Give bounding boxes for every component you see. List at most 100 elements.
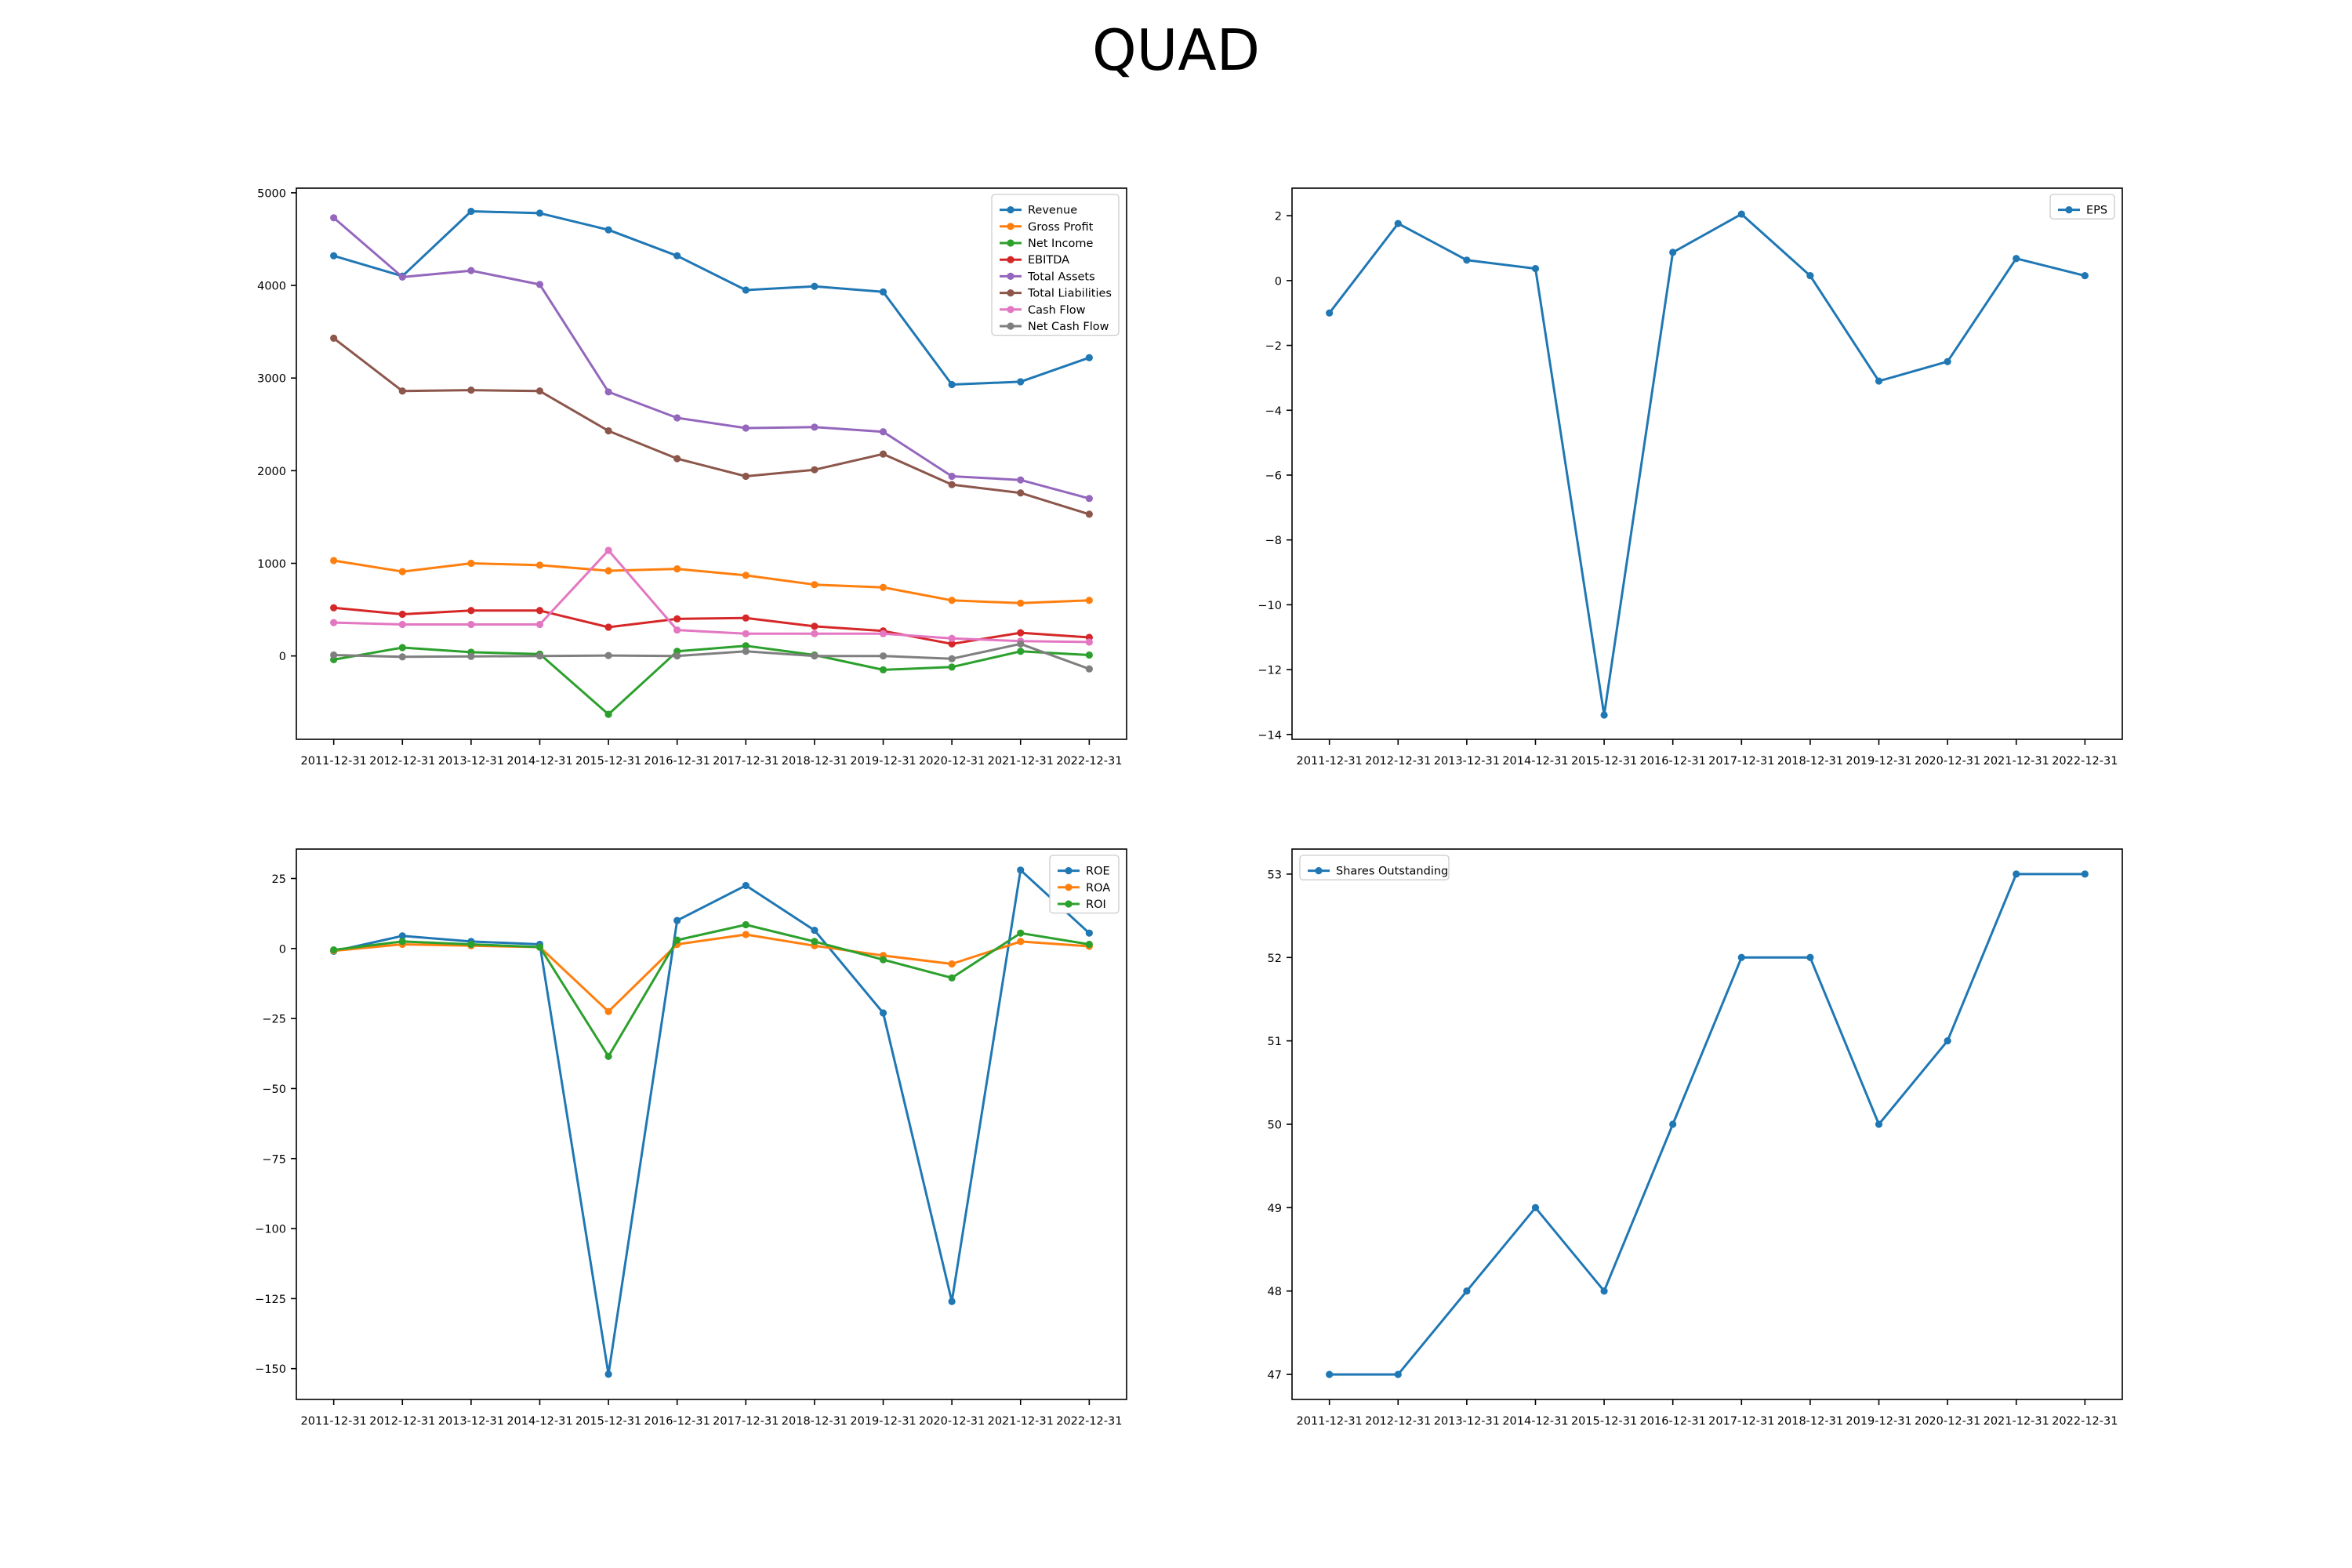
x-tick-label: 2016-12-31 (1640, 755, 1706, 768)
y-tick-label: 0 (1275, 275, 1282, 288)
x-tick-label: 2019-12-31 (1846, 755, 1911, 768)
data-point-total-assets (330, 214, 338, 222)
y-tick-label: 48 (1268, 1286, 1282, 1298)
legend-marker-shares-outstanding (1315, 867, 1323, 875)
data-point-eps (1737, 210, 1745, 218)
data-point-net-income (398, 644, 406, 652)
legend: Revenue Gross Profit Net Income EBITDA Total… (991, 194, 1120, 336)
data-point-revenue (673, 252, 681, 260)
y-tick-label: −125 (255, 1294, 286, 1306)
data-point-roi (1085, 940, 1093, 949)
data-point-total-liabilities (742, 472, 750, 481)
data-point-revenue (1017, 378, 1025, 386)
legend-label-net-income: Net Income (1028, 238, 1093, 250)
axes-frame (1291, 187, 2123, 740)
data-point-eps (1531, 264, 1540, 273)
data-point-shares-outstanding (1944, 1037, 1951, 1045)
data-point-cash-flow (879, 630, 887, 637)
x-tick-label: 2022-12-31 (2052, 1415, 2118, 1428)
data-point-revenue (879, 288, 887, 296)
data-point-shares-outstanding (1600, 1287, 1608, 1295)
data-point-eps (1669, 249, 1677, 256)
x-tick-label: 2012-12-31 (1365, 1415, 1431, 1428)
legend-marker-eps (2065, 206, 2073, 214)
data-point-shares-outstanding (1531, 1203, 1540, 1211)
x-tick-label: 2011-12-31 (1297, 1415, 1363, 1428)
x-tick-label: 2016-12-31 (644, 755, 710, 768)
data-point-gross-profit (467, 559, 475, 568)
x-tick-label: 2019-12-31 (1846, 1415, 1911, 1428)
legend: Shares Outstanding (1299, 855, 1450, 880)
axes-frame (296, 187, 1127, 740)
legend-marker-net-income (1007, 239, 1014, 247)
data-point-cash-flow (948, 634, 956, 642)
legend-label-total-liabilities: Total Liabilities (1027, 288, 1112, 300)
data-point-roi (742, 920, 750, 929)
y-tick-label: −150 (255, 1363, 286, 1376)
data-point-total-liabilities (604, 426, 612, 435)
y-tick-label: −2 (1265, 340, 1282, 353)
x-tick-label: 2014-12-31 (1502, 1415, 1568, 1428)
x-tick-label: 2017-12-31 (713, 755, 779, 768)
data-point-net-cash-flow (535, 652, 544, 660)
legend-label-roa: ROA (1086, 882, 1110, 895)
data-point-gross-profit (811, 581, 818, 589)
data-point-shares-outstanding (2013, 870, 2020, 878)
data-point-roa (742, 931, 750, 938)
legend-label-roi: ROI (1086, 898, 1106, 911)
series-line-roi (333, 924, 1090, 1058)
legend-label-cash-flow: Cash Flow (1028, 304, 1086, 317)
data-point-net-cash-flow (1017, 640, 1025, 648)
data-point-gross-profit (742, 572, 750, 579)
legend-marker-total-assets (1007, 272, 1014, 280)
data-point-roe (1085, 929, 1093, 937)
x-tick-label: 2011-12-31 (301, 755, 367, 768)
data-point-net-cash-flow (604, 652, 612, 659)
y-tick-label: −25 (262, 1014, 286, 1026)
axes-frame (296, 848, 1127, 1400)
series-line-ebitda (333, 606, 1090, 645)
legend-box (2049, 194, 2115, 220)
data-point-total-liabilities (467, 386, 475, 394)
data-point-roi (467, 940, 475, 949)
data-point-total-liabilities (811, 466, 818, 474)
data-point-total-assets (742, 424, 750, 432)
y-tick-label: 1000 (257, 558, 286, 571)
x-tick-label: 2019-12-31 (850, 1415, 916, 1428)
data-point-ebitda (398, 610, 406, 619)
legend-marker-roe (1065, 867, 1073, 875)
data-point-roi (535, 943, 544, 951)
data-point-revenue (467, 207, 475, 216)
series-line-eps (1328, 212, 2085, 717)
data-point-total-liabilities (1017, 489, 1025, 497)
series-line-cash-flow (333, 549, 1090, 644)
y-tick-label: −100 (255, 1224, 286, 1236)
data-point-cash-flow (535, 620, 544, 629)
data-point-gross-profit (398, 568, 406, 575)
data-point-eps (1875, 377, 1883, 385)
data-point-eps (2081, 272, 2089, 280)
x-tick-label: 2015-12-31 (575, 1415, 641, 1428)
y-tick-label: 25 (272, 873, 286, 886)
series-line-gross-profit (333, 559, 1090, 604)
data-point-ebitda (1017, 629, 1025, 637)
y-tick-label: −12 (1258, 665, 1282, 677)
data-point-total-assets (604, 388, 612, 396)
data-point-shares-outstanding (1875, 1120, 1883, 1128)
legend-marker-total-liabilities (1007, 289, 1014, 297)
x-tick-label: 2012-12-31 (369, 755, 435, 768)
y-tick-label: −75 (262, 1153, 286, 1166)
x-tick-label: 2015-12-31 (575, 755, 641, 768)
series-line-net-income (333, 644, 1090, 716)
returns-chart: 2011-12-31 2012-12-31 2013-12-31 2014-12-31… (255, 848, 1127, 1428)
data-point-ebitda (604, 623, 612, 631)
data-point-total-liabilities (535, 387, 544, 395)
data-point-net-cash-flow (948, 655, 956, 662)
x-tick-label: 2015-12-31 (1571, 1415, 1637, 1428)
data-point-total-liabilities (330, 334, 338, 343)
data-point-gross-profit (535, 561, 544, 569)
legend-label-roe: ROE (1086, 866, 1110, 878)
data-point-net-cash-flow (879, 652, 887, 660)
data-point-total-assets (1017, 476, 1025, 484)
data-point-total-assets (535, 281, 544, 289)
